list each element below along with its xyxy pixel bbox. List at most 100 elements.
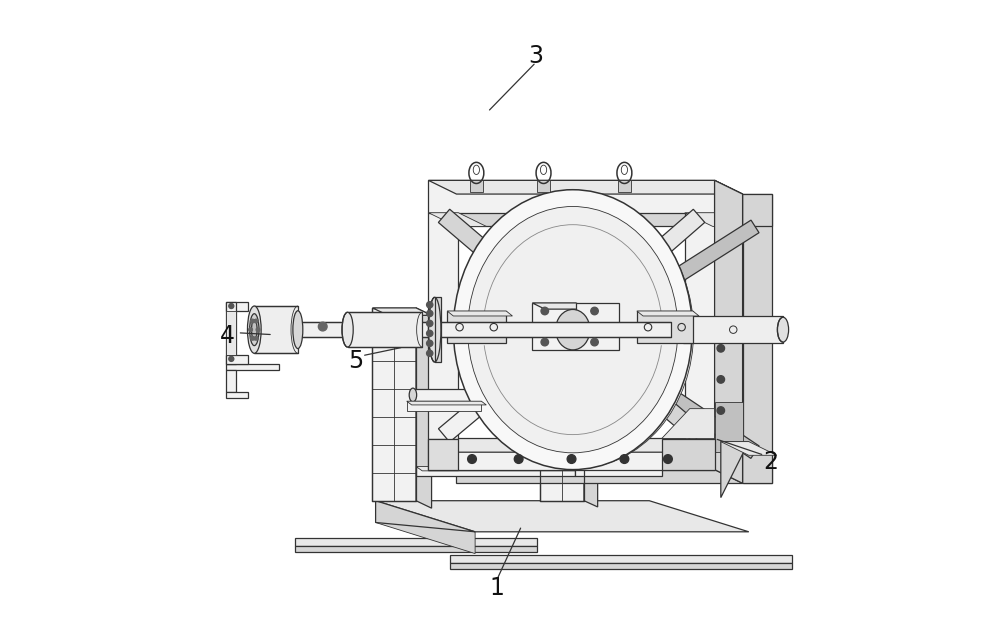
Circle shape [251, 337, 254, 340]
Polygon shape [583, 220, 759, 340]
Circle shape [541, 338, 549, 346]
Ellipse shape [247, 306, 261, 353]
Polygon shape [413, 389, 475, 401]
Ellipse shape [293, 311, 303, 348]
Circle shape [591, 338, 598, 346]
Polygon shape [372, 308, 416, 501]
Polygon shape [575, 466, 662, 476]
Polygon shape [226, 370, 236, 392]
Polygon shape [450, 555, 792, 563]
Circle shape [427, 350, 433, 356]
Circle shape [541, 307, 549, 315]
Circle shape [567, 455, 576, 463]
Polygon shape [637, 311, 699, 316]
Polygon shape [715, 180, 743, 226]
Polygon shape [573, 326, 705, 442]
Ellipse shape [556, 310, 590, 350]
Ellipse shape [409, 388, 417, 402]
Text: 4: 4 [220, 324, 235, 348]
Polygon shape [743, 194, 772, 483]
Polygon shape [226, 392, 248, 398]
Circle shape [229, 304, 234, 309]
Polygon shape [295, 546, 537, 552]
Text: 3: 3 [529, 44, 544, 68]
Circle shape [254, 319, 258, 323]
Polygon shape [416, 308, 432, 508]
Polygon shape [428, 180, 743, 194]
Polygon shape [456, 194, 772, 226]
Polygon shape [573, 209, 705, 327]
Polygon shape [407, 401, 486, 405]
Polygon shape [540, 317, 584, 501]
Polygon shape [456, 452, 772, 483]
Ellipse shape [250, 313, 259, 346]
Polygon shape [438, 326, 572, 442]
Text: 1: 1 [489, 576, 504, 600]
Polygon shape [289, 322, 671, 337]
Polygon shape [428, 213, 486, 226]
Polygon shape [540, 317, 598, 323]
Polygon shape [662, 409, 715, 439]
Polygon shape [428, 439, 715, 470]
Circle shape [318, 322, 327, 331]
Polygon shape [715, 439, 743, 483]
Circle shape [664, 455, 672, 463]
Polygon shape [226, 311, 236, 355]
Polygon shape [416, 466, 581, 471]
Polygon shape [348, 312, 422, 347]
Ellipse shape [462, 197, 694, 468]
Polygon shape [618, 180, 631, 192]
Polygon shape [532, 303, 588, 309]
Polygon shape [428, 213, 458, 439]
Polygon shape [428, 439, 743, 452]
Circle shape [427, 302, 433, 308]
Polygon shape [715, 402, 743, 452]
Polygon shape [254, 306, 298, 353]
Polygon shape [438, 209, 572, 327]
Polygon shape [372, 308, 432, 315]
Polygon shape [376, 501, 475, 532]
Circle shape [620, 455, 629, 463]
Text: 2: 2 [763, 450, 778, 473]
Polygon shape [376, 501, 475, 554]
Polygon shape [226, 302, 248, 311]
Polygon shape [576, 303, 619, 350]
Circle shape [514, 455, 523, 463]
Polygon shape [721, 442, 749, 498]
Text: 5: 5 [348, 349, 363, 373]
Polygon shape [428, 439, 458, 470]
Circle shape [591, 307, 598, 315]
Circle shape [427, 310, 433, 317]
Circle shape [254, 337, 258, 340]
Ellipse shape [428, 297, 441, 362]
Circle shape [249, 328, 252, 332]
Polygon shape [407, 401, 481, 411]
Polygon shape [685, 213, 715, 439]
Circle shape [717, 376, 725, 383]
Circle shape [427, 320, 433, 327]
Polygon shape [447, 311, 512, 316]
Ellipse shape [453, 190, 692, 470]
Circle shape [717, 345, 725, 352]
Polygon shape [683, 316, 783, 343]
Circle shape [427, 330, 433, 337]
Polygon shape [532, 303, 576, 350]
Polygon shape [583, 333, 759, 458]
Polygon shape [715, 180, 743, 483]
Polygon shape [416, 466, 575, 476]
Circle shape [251, 319, 254, 323]
Polygon shape [226, 355, 248, 364]
Circle shape [256, 328, 260, 332]
Polygon shape [376, 501, 749, 532]
Polygon shape [721, 442, 777, 455]
Polygon shape [435, 297, 441, 362]
Polygon shape [226, 364, 279, 370]
Circle shape [717, 407, 725, 414]
Polygon shape [685, 213, 743, 226]
Circle shape [427, 340, 433, 346]
Polygon shape [637, 311, 693, 343]
Circle shape [468, 455, 476, 463]
Ellipse shape [777, 317, 789, 342]
Polygon shape [584, 317, 598, 507]
Ellipse shape [468, 207, 678, 453]
